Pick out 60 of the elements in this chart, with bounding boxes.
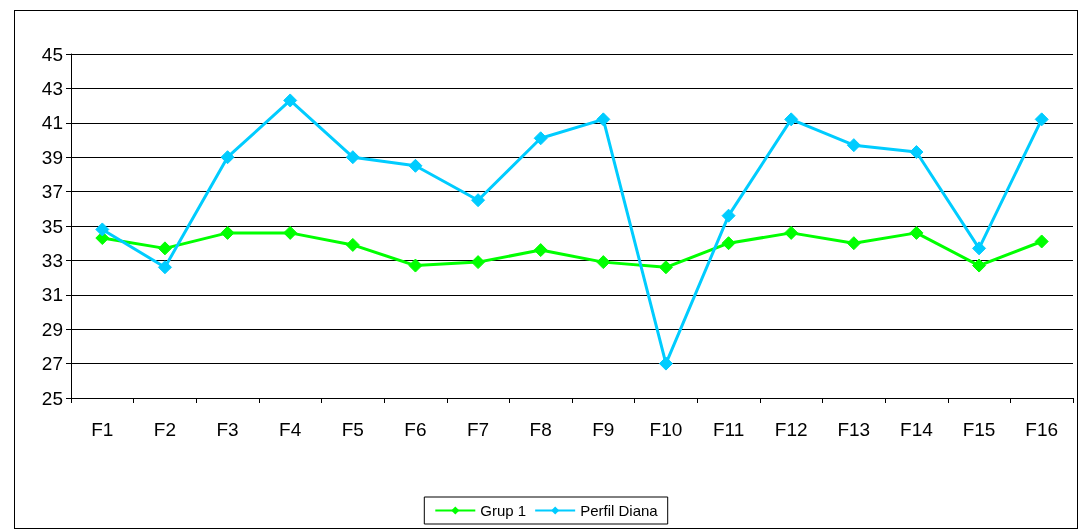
point: [95, 222, 110, 237]
x-tick-label: F2: [153, 419, 177, 440]
point: [471, 193, 486, 208]
point: [658, 356, 673, 371]
point: [596, 112, 611, 127]
legend-label: Grup 1: [480, 502, 527, 519]
x-tick-label: F14: [900, 419, 934, 440]
point: [533, 131, 548, 146]
x-tick-label: F15: [962, 419, 996, 440]
point: [1034, 112, 1049, 127]
x-tick-label: F3: [216, 419, 239, 440]
point: [846, 138, 861, 153]
point: [972, 258, 987, 273]
y-tick-label: 33: [41, 249, 63, 271]
point: [283, 225, 298, 240]
point: [533, 243, 548, 258]
y-tick-label: 45: [41, 43, 63, 65]
legend-label: Perfil Diana: [580, 502, 659, 519]
x-tick-label: F5: [341, 419, 364, 440]
point: [784, 112, 799, 127]
point: [658, 260, 673, 275]
point: [408, 158, 423, 173]
point: [220, 225, 235, 240]
point: [909, 145, 924, 160]
x-tick-label: F7: [466, 419, 490, 440]
point: [157, 260, 172, 275]
x-tick-label: F8: [529, 419, 552, 440]
point: [784, 225, 799, 240]
x-tick-label: F4: [279, 419, 302, 440]
point: [909, 225, 924, 240]
x-tick-label: F11: [712, 419, 745, 440]
y-tick-label: 25: [41, 387, 63, 409]
point: [972, 241, 987, 256]
point: [596, 255, 611, 270]
point: [283, 93, 298, 108]
point: [721, 208, 736, 223]
x-tick-label: F6: [404, 419, 427, 440]
y-tick-label: 35: [41, 215, 63, 237]
y-tick-label: 41: [41, 112, 63, 134]
point: [345, 150, 360, 165]
point: [846, 236, 861, 251]
x-tick-label: F1: [91, 419, 114, 440]
x-tick-label: F12: [774, 419, 808, 440]
point: [471, 255, 486, 270]
x-tick-label: F13: [837, 419, 871, 440]
x-tick-label: F9: [592, 419, 615, 440]
point: [220, 150, 235, 165]
y-tick-label: 29: [41, 318, 63, 340]
point: [721, 236, 736, 251]
x-tick-label: F16: [1025, 419, 1059, 440]
point: [345, 237, 360, 252]
point: [408, 258, 423, 273]
point: [157, 241, 172, 256]
x-tick-label: F10: [649, 419, 683, 440]
y-tick-label: 39: [41, 146, 63, 168]
y-tick-label: 27: [41, 353, 63, 375]
y-tick-label: 43: [41, 77, 63, 99]
point: [1034, 234, 1049, 249]
y-tick-label: 31: [41, 284, 63, 306]
y-tick-label: 37: [41, 181, 63, 203]
